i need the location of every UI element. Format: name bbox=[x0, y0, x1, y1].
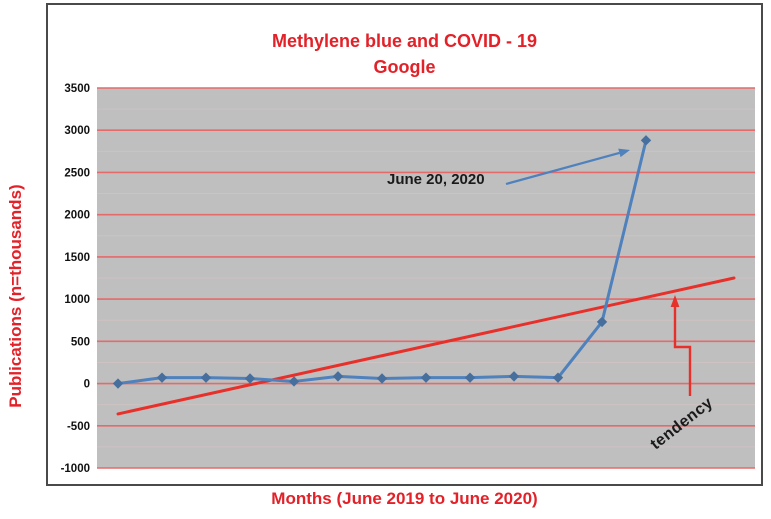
y-tick-label: 1000 bbox=[64, 294, 90, 306]
callout-arrow-red bbox=[673, 304, 692, 396]
chart-subtitle: Google bbox=[373, 57, 436, 77]
y-tick-label: -1000 bbox=[61, 463, 90, 475]
data-point-marker bbox=[552, 372, 564, 383]
callout-arrowhead-red bbox=[670, 295, 680, 307]
y-axis-title: Publications (n=thousands) bbox=[6, 184, 25, 408]
data-point-marker bbox=[508, 371, 520, 382]
y-tick-label: 2500 bbox=[64, 167, 90, 179]
data-point-marker bbox=[244, 373, 256, 384]
y-tick-label: 3500 bbox=[64, 83, 90, 95]
data-point-marker bbox=[332, 371, 344, 382]
data-point-marker bbox=[288, 376, 300, 387]
callout-arrow-blue bbox=[505, 151, 620, 186]
y-tick-label: 3000 bbox=[64, 125, 90, 137]
data-point-marker bbox=[640, 135, 652, 146]
chart-frame bbox=[46, 3, 763, 486]
data-point-marker bbox=[420, 372, 432, 383]
y-tick-label: 1500 bbox=[64, 252, 90, 264]
y-tick-label: -500 bbox=[67, 421, 90, 433]
data-point-marker bbox=[464, 372, 476, 383]
data-point-marker bbox=[376, 373, 388, 384]
data-point-marker bbox=[596, 316, 608, 328]
y-tick-label: 500 bbox=[71, 336, 90, 348]
callout-arrowhead-blue bbox=[618, 148, 630, 158]
y-tick-label: 0 bbox=[84, 379, 90, 391]
data-point-marker bbox=[200, 372, 212, 383]
x-axis-title: Months (June 2019 to June 2020) bbox=[271, 489, 538, 508]
trend-line bbox=[116, 276, 736, 416]
data-point-marker bbox=[156, 372, 168, 383]
y-tick-label: 2000 bbox=[64, 210, 90, 222]
chart-title: Methylene blue and COVID - 19 bbox=[271, 31, 538, 51]
annotation-june-20-2020: June 20, 2020 bbox=[387, 171, 485, 188]
data-point-marker bbox=[112, 378, 124, 389]
